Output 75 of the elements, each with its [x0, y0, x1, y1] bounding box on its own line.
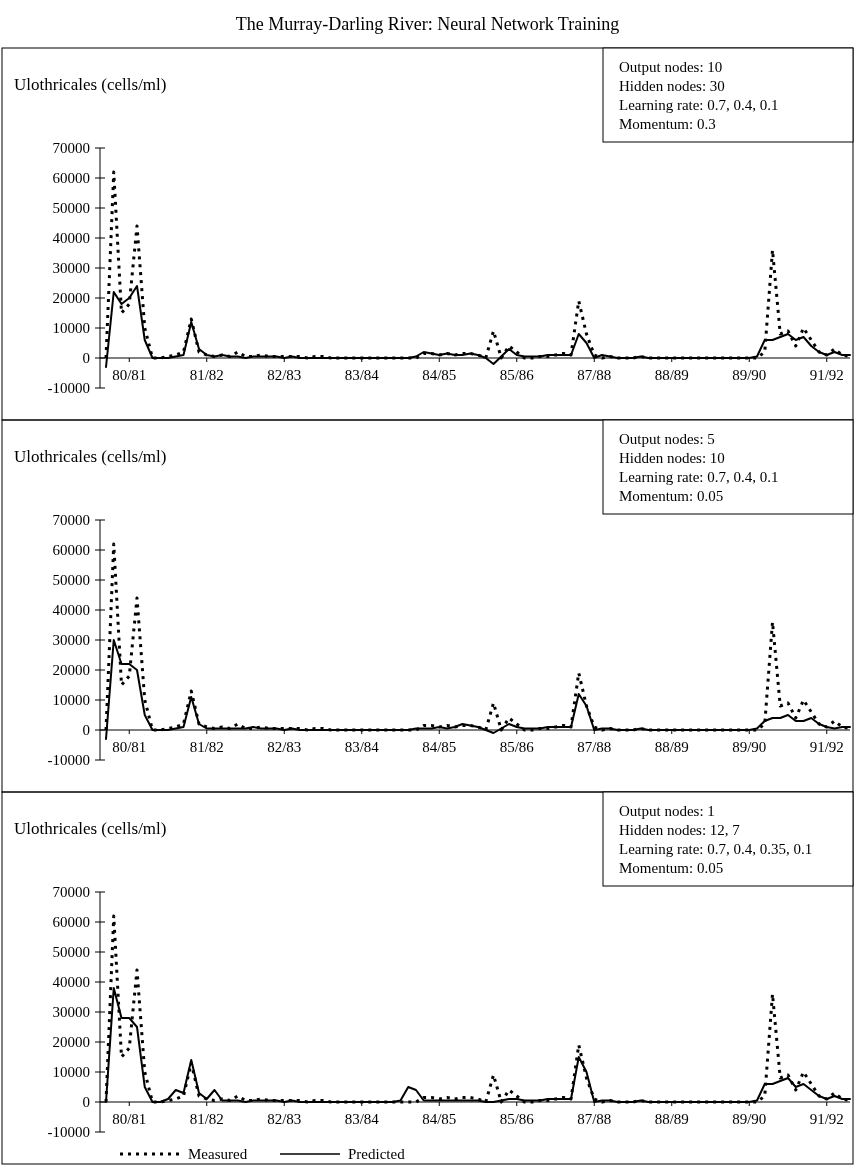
- y-tick-label: 60000: [52, 170, 90, 187]
- y-tick-label: 10000: [52, 320, 90, 337]
- y-tick-label: 10000: [52, 1064, 90, 1081]
- y-tick-label: 30000: [52, 260, 90, 277]
- x-tick-label: 85/86: [499, 1111, 535, 1127]
- x-tick-label: 82/83: [267, 1111, 302, 1127]
- x-tick-label: 89/90: [732, 367, 767, 383]
- x-tick-label: 89/90: [732, 1111, 767, 1127]
- y-tick-label: 30000: [52, 632, 90, 649]
- x-tick-label: 84/85: [422, 739, 457, 755]
- x-tick-label: 84/85: [422, 367, 457, 383]
- y-tick-label: 70000: [52, 884, 90, 901]
- x-tick-label: 91/92: [809, 1111, 844, 1127]
- y-tick-label: 40000: [52, 230, 90, 247]
- x-tick-label: 87/88: [577, 1111, 612, 1127]
- x-tick-label: 80/81: [112, 367, 147, 383]
- legend-label: Predicted: [348, 1146, 406, 1163]
- y-tick-label: -10000: [47, 1124, 90, 1141]
- text: Momentum: 0.3: [619, 116, 716, 132]
- x-tick-label: 88/89: [654, 1111, 689, 1127]
- y-tick-label: 0: [82, 350, 90, 367]
- x-tick-label: 80/81: [112, 739, 147, 755]
- y-tick-label: -10000: [47, 380, 90, 397]
- y-tick-label: 20000: [52, 662, 90, 679]
- x-tick-label: 83/84: [344, 1111, 380, 1127]
- y-tick-label: 30000: [52, 1004, 90, 1021]
- x-tick-label: 84/85: [422, 1111, 457, 1127]
- y-tick-label: 70000: [52, 512, 90, 529]
- text: Output nodes: 5: [619, 431, 715, 447]
- y-axis-title: Ulothricales (cells/ml): [14, 819, 167, 838]
- text: Learning rate: 0.7, 0.4, 0.35, 0.1: [619, 841, 813, 857]
- text: Momentum: 0.05: [619, 488, 724, 504]
- x-tick-label: 88/89: [654, 739, 689, 755]
- y-axis-title: Ulothricales (cells/ml): [14, 75, 167, 94]
- x-tick-label: 81/82: [189, 739, 224, 755]
- x-tick-label: 82/83: [267, 739, 302, 755]
- x-tick-label: 81/82: [189, 1111, 224, 1127]
- text: Momentum: 0.05: [619, 860, 724, 876]
- x-tick-label: 85/86: [499, 367, 535, 383]
- y-tick-label: -10000: [47, 752, 90, 769]
- text: Hidden nodes: 10: [619, 450, 725, 466]
- x-tick-label: 80/81: [112, 1111, 147, 1127]
- x-tick-label: 82/83: [267, 367, 302, 383]
- y-tick-label: 20000: [52, 1034, 90, 1051]
- text: Learning rate: 0.7, 0.4, 0.1: [619, 469, 779, 485]
- x-tick-label: 83/84: [344, 367, 380, 383]
- text: Output nodes: 10: [619, 59, 723, 75]
- y-tick-label: 70000: [52, 140, 90, 157]
- x-tick-label: 83/84: [344, 739, 380, 755]
- y-tick-label: 50000: [52, 944, 90, 961]
- x-tick-label: 88/89: [654, 367, 689, 383]
- text: Output nodes: 1: [619, 803, 715, 819]
- y-tick-label: 60000: [52, 914, 90, 931]
- x-tick-label: 87/88: [577, 739, 612, 755]
- y-tick-label: 0: [82, 1094, 90, 1111]
- x-tick-label: 89/90: [732, 739, 767, 755]
- y-tick-label: 0: [82, 722, 90, 739]
- x-tick-label: 91/92: [809, 367, 844, 383]
- y-tick-label: 50000: [52, 572, 90, 589]
- y-tick-label: 50000: [52, 200, 90, 217]
- y-tick-label: 20000: [52, 290, 90, 307]
- x-tick-label: 85/86: [499, 739, 535, 755]
- x-tick-label: 87/88: [577, 367, 612, 383]
- y-tick-label: 60000: [52, 542, 90, 559]
- chart-title: The Murray-Darling River: Neural Network Training: [235, 14, 620, 34]
- y-tick-label: 40000: [52, 602, 90, 619]
- text: Learning rate: 0.7, 0.4, 0.1: [619, 97, 779, 113]
- legend-label: Measured: [188, 1146, 248, 1163]
- y-axis-title: Ulothricales (cells/ml): [14, 447, 167, 466]
- text: Hidden nodes: 12, 7: [619, 822, 741, 838]
- text: Hidden nodes: 30: [619, 78, 725, 94]
- y-tick-label: 10000: [52, 692, 90, 709]
- y-tick-label: 40000: [52, 974, 90, 991]
- x-tick-label: 91/92: [809, 739, 844, 755]
- x-tick-label: 81/82: [189, 367, 224, 383]
